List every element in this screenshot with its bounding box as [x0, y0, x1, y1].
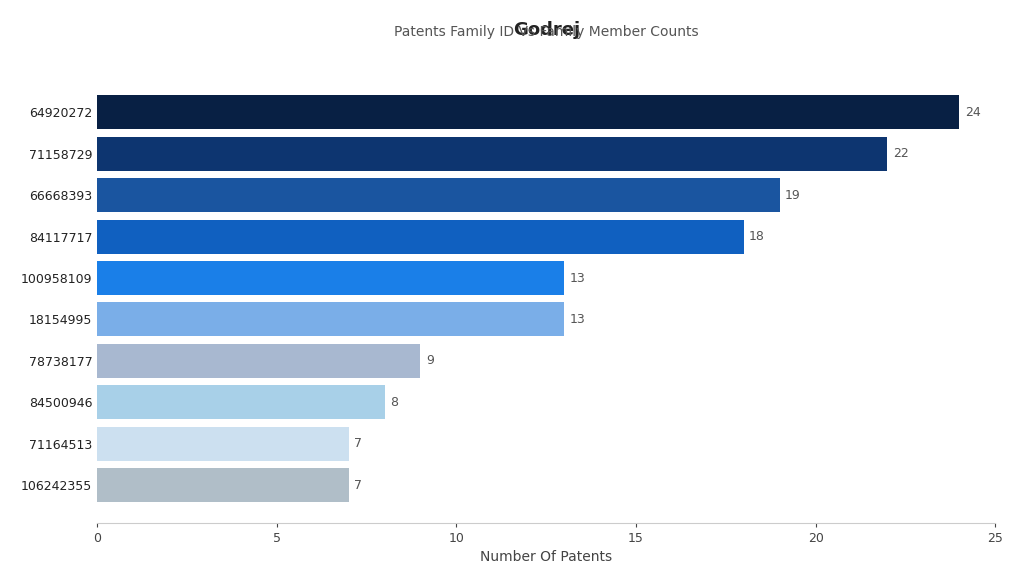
Bar: [97, 344, 421, 378]
Text: 18: 18: [750, 230, 765, 243]
Text: 19: 19: [785, 188, 801, 202]
Text: 22: 22: [893, 147, 908, 160]
Bar: [97, 219, 743, 253]
Title: Patents Family ID Vs Family Member Counts: Patents Family ID Vs Family Member Count…: [394, 25, 698, 39]
Text: 8: 8: [390, 396, 398, 409]
Text: 13: 13: [569, 313, 586, 326]
Bar: [97, 178, 779, 212]
Bar: [97, 302, 564, 336]
X-axis label: Number Of Patents: Number Of Patents: [480, 550, 612, 564]
Text: 24: 24: [965, 106, 980, 119]
Bar: [97, 95, 959, 129]
Text: 7: 7: [354, 479, 362, 492]
Text: 13: 13: [569, 271, 586, 284]
Text: Godrej: Godrej: [513, 21, 580, 39]
Bar: [97, 468, 348, 503]
Bar: [97, 261, 564, 295]
Bar: [97, 427, 348, 461]
Text: 7: 7: [354, 438, 362, 450]
Bar: [97, 137, 888, 171]
Text: 9: 9: [426, 355, 434, 367]
Bar: [97, 386, 385, 419]
